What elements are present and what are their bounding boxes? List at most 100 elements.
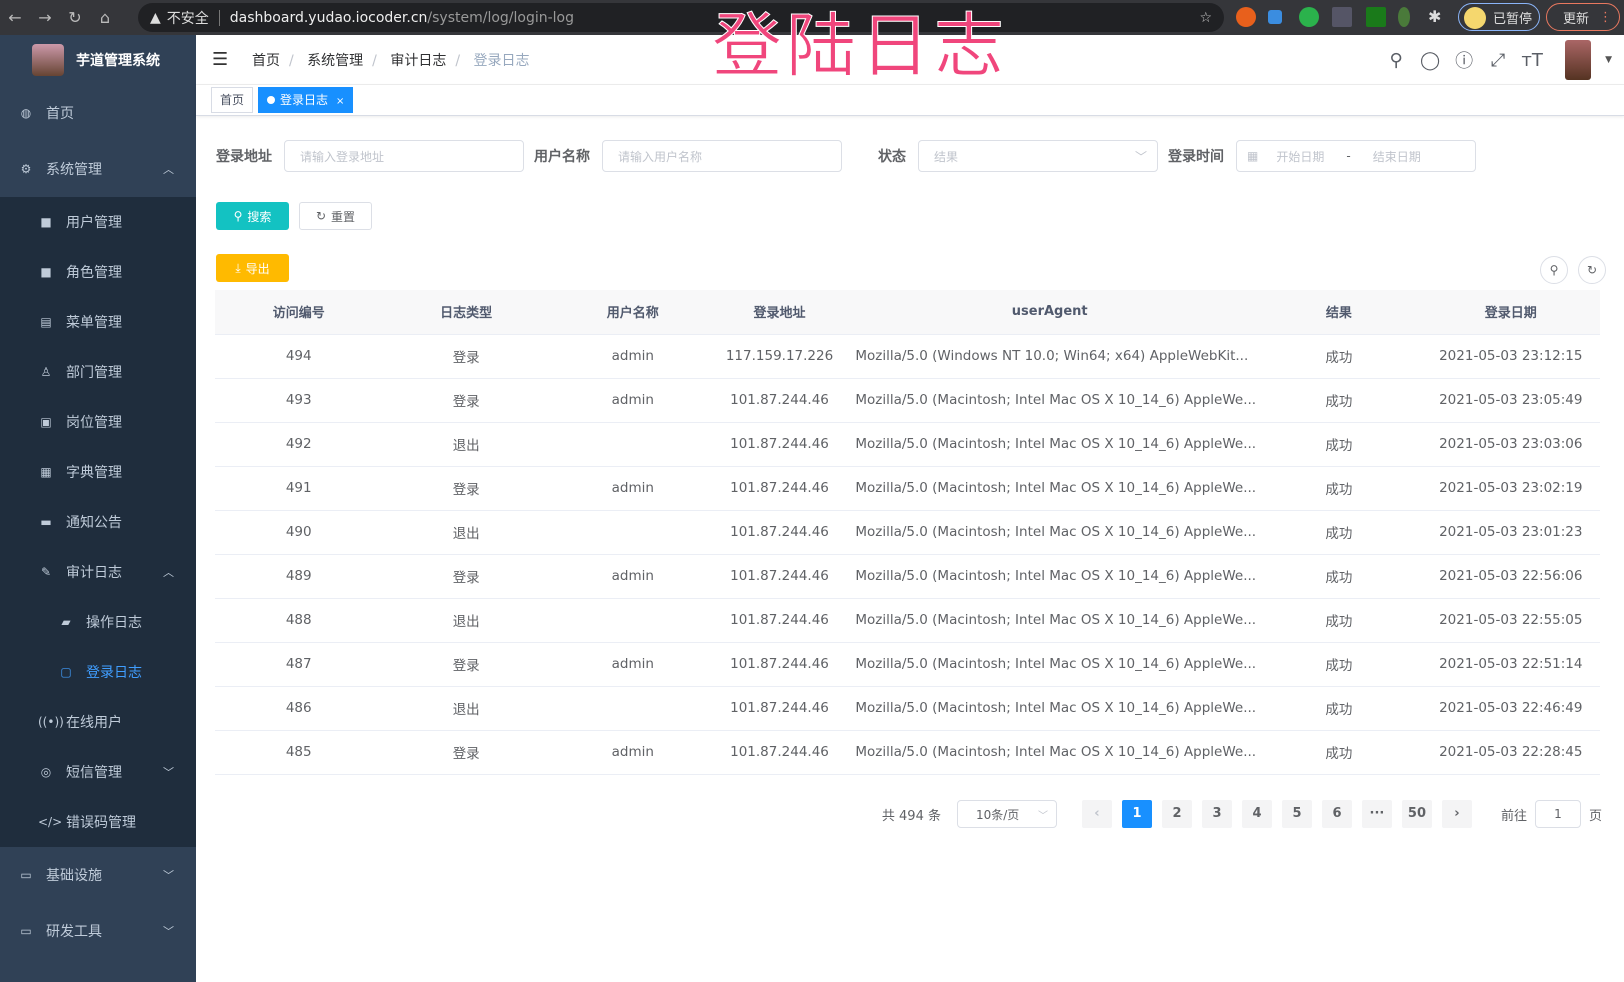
sidebar-item-error-code[interactable]: </> 错误码管理 bbox=[0, 797, 196, 847]
address-input[interactable]: 请输入登录地址 bbox=[284, 140, 524, 172]
back-icon[interactable]: ← bbox=[8, 8, 22, 27]
export-button[interactable]: ⤓ 导出 bbox=[216, 254, 289, 282]
profile-label: 已暂停 bbox=[1493, 11, 1533, 27]
table-row[interactable]: 486 退出 101.87.244.46 Mozilla/5.0 (Macintosh… bbox=[215, 686, 1600, 731]
sidebar-item-system[interactable]: ⚙ 系统管理 ︿ bbox=[0, 141, 196, 197]
sidebar-item-tool[interactable]: ▭ 研发工具 ﹀ bbox=[0, 903, 196, 959]
table-cell: 485 bbox=[215, 730, 383, 775]
goto-page-input[interactable]: 1 bbox=[1534, 800, 1581, 828]
table-cell: 成功 bbox=[1256, 334, 1422, 379]
table-row[interactable]: 488 退出 101.87.244.46 Mozilla/5.0 (Macintosh… bbox=[215, 598, 1600, 643]
sidebar-item-role[interactable]: ■ 角色管理 bbox=[0, 247, 196, 297]
table-row[interactable]: 487 登录 admin 101.87.244.46 Mozilla/5.0 (Maci… bbox=[215, 642, 1600, 687]
fullscreen-icon[interactable]: ⤢ bbox=[1490, 49, 1506, 71]
font-size-icon[interactable]: тT bbox=[1521, 49, 1543, 71]
extension-icon[interactable] bbox=[1398, 7, 1410, 27]
address-bar[interactable]: ▲ 不安全 dashboard.yudao.iocoder.cn/system/… bbox=[138, 3, 1224, 32]
sidebar-logo[interactable]: 芋道管理系统 bbox=[0, 35, 196, 85]
sidebar-item-user[interactable]: ■ 用户管理 bbox=[0, 197, 196, 247]
warning-icon: ▲ bbox=[150, 9, 161, 26]
table-row[interactable]: 490 退出 101.87.244.46 Mozilla/5.0 (Macintosh… bbox=[215, 510, 1600, 555]
sidebar-item-sms[interactable]: ◎ 短信管理 ﹀ bbox=[0, 747, 196, 797]
page-button[interactable]: 3 bbox=[1201, 800, 1232, 828]
github-icon[interactable]: ◯ bbox=[1420, 49, 1441, 71]
page-button[interactable]: 1 bbox=[1121, 800, 1152, 828]
sidebar-item-login-log[interactable]: ▢ 登录日志 bbox=[0, 647, 196, 697]
page-button[interactable]: 5 bbox=[1281, 800, 1312, 828]
sidebar-item-home[interactable]: ◍ 首页 bbox=[0, 85, 196, 141]
next-page-button[interactable]: › bbox=[1441, 800, 1472, 828]
table-row[interactable]: 493 登录 admin 101.87.244.46 Mozilla/5.0 (Maci… bbox=[215, 378, 1600, 423]
date-range-picker[interactable]: ▦ 开始日期 - 结束日期 bbox=[1236, 140, 1476, 172]
status-select[interactable]: 结果 ﹀ bbox=[918, 140, 1158, 172]
prev-page-button[interactable]: ‹ bbox=[1081, 800, 1112, 828]
table-cell: 101.87.244.46 bbox=[715, 510, 844, 555]
tag-home[interactable]: 首页 bbox=[211, 87, 254, 113]
breadcrumb-item[interactable]: 首页 bbox=[252, 52, 280, 69]
menu-label: 错误码管理 bbox=[66, 815, 136, 831]
sidebar-item-menu[interactable]: ▤ 菜单管理 bbox=[0, 297, 196, 347]
extension-icon[interactable] bbox=[1332, 7, 1352, 27]
extension-icon[interactable] bbox=[1268, 10, 1282, 24]
sidebar-item-dict[interactable]: ▦ 字典管理 bbox=[0, 447, 196, 497]
logo-image bbox=[32, 44, 64, 76]
help-icon[interactable]: ⓘ bbox=[1455, 51, 1474, 72]
reset-button[interactable]: ↻ 重置 bbox=[299, 202, 372, 230]
table-cell bbox=[549, 422, 716, 467]
page-button[interactable]: 50 bbox=[1401, 800, 1432, 828]
table-cell: 退出 bbox=[382, 686, 550, 731]
refresh-icon[interactable]: ↻ bbox=[1578, 256, 1606, 284]
sidebar-item-infra[interactable]: ▭ 基础设施 ﹀ bbox=[0, 847, 196, 903]
home-icon[interactable]: ⌂ bbox=[99, 8, 111, 27]
avatar[interactable] bbox=[1565, 40, 1592, 80]
submenu-audit: ▰ 操作日志 ▢ 登录日志 bbox=[0, 597, 196, 697]
forward-icon[interactable]: → bbox=[38, 8, 52, 27]
hamburger-icon[interactable]: ☰ bbox=[212, 49, 229, 70]
table-row[interactable]: 485 登录 admin 101.87.244.46 Mozilla/5.0 (Maci… bbox=[215, 730, 1600, 775]
more-icon: ⋮ bbox=[1599, 9, 1613, 25]
puzzle-icon[interactable]: ✱ bbox=[1428, 7, 1442, 26]
menu-label: 审计日志 bbox=[66, 565, 122, 581]
tag-label: 登录日志 bbox=[280, 93, 329, 107]
table-row[interactable]: 492 退出 101.87.244.46 Mozilla/5.0 (Macintosh… bbox=[215, 422, 1600, 467]
update-button[interactable]: 更新 ⋮ bbox=[1546, 3, 1620, 31]
table-row[interactable]: 491 登录 admin 101.87.244.46 Mozilla/5.0 (Maci… bbox=[215, 466, 1600, 511]
menu-label: 部门管理 bbox=[66, 365, 122, 381]
goto-suffix: 页 bbox=[1588, 808, 1602, 824]
page-button[interactable]: 4 bbox=[1241, 800, 1272, 828]
sidebar-item-audit[interactable]: ✎ 审计日志 ︿ bbox=[0, 547, 196, 597]
page-button[interactable]: 6 bbox=[1321, 800, 1352, 828]
extension-icon[interactable] bbox=[1236, 7, 1256, 27]
toggle-search-icon[interactable]: ⚲ bbox=[1540, 256, 1568, 284]
user-icon: ■ bbox=[40, 215, 52, 229]
tag-login-log[interactable]: 登录日志 × bbox=[258, 87, 354, 113]
chevron-up-icon: ︿ bbox=[163, 566, 174, 579]
search-icon[interactable]: ⚲ bbox=[1389, 49, 1403, 71]
search-button[interactable]: ⚲ 搜索 bbox=[216, 202, 289, 230]
sidebar-item-online[interactable]: ((•)) 在线用户 bbox=[0, 697, 196, 747]
sidebar-item-operate-log[interactable]: ▰ 操作日志 bbox=[0, 597, 196, 647]
table-cell: admin bbox=[549, 730, 716, 775]
extension-icon[interactable] bbox=[1299, 7, 1319, 27]
page-button[interactable]: 2 bbox=[1161, 800, 1192, 828]
export-label: 导出 bbox=[245, 261, 270, 276]
sidebar-item-dept[interactable]: ♙ 部门管理 bbox=[0, 347, 196, 397]
pagination: 共 494 条 10条/页 ﹀ ‹ 1 2 3 4 5 6 ··· 50 › 前往 1 页 bbox=[196, 800, 1624, 828]
sidebar-item-notice[interactable]: ▬ 通知公告 bbox=[0, 497, 196, 547]
search-form: 登录地址 请输入登录地址 用户名称 请输入用户名称 状态 结果 ﹀ 登录时间 ▦ 开… bbox=[216, 140, 1486, 172]
page-size-select[interactable]: 10条/页 ﹀ bbox=[956, 800, 1057, 828]
sidebar-item-post[interactable]: ▣ 岗位管理 bbox=[0, 397, 196, 447]
bookmark-star-icon[interactable]: ☆ bbox=[1199, 9, 1212, 26]
username-input[interactable]: 请输入用户名称 bbox=[602, 140, 842, 172]
profile-button[interactable]: 已暂停 bbox=[1458, 3, 1540, 31]
menu-label: 菜单管理 bbox=[66, 315, 122, 331]
extension-icon[interactable] bbox=[1366, 7, 1386, 27]
caret-down-icon[interactable]: ▼ bbox=[1605, 55, 1612, 65]
table-row[interactable]: 489 登录 admin 101.87.244.46 Mozilla/5.0 (Maci… bbox=[215, 554, 1600, 599]
close-icon[interactable]: × bbox=[336, 96, 345, 107]
page-button[interactable]: ··· bbox=[1361, 800, 1392, 828]
table-row[interactable]: 494 登录 admin 117.159.17.226 Mozilla/5.0 (Win… bbox=[215, 334, 1600, 379]
status-label: 状态 bbox=[878, 149, 906, 165]
reload-icon[interactable]: ↻ bbox=[68, 8, 82, 27]
table-cell: 101.87.244.46 bbox=[715, 422, 844, 467]
